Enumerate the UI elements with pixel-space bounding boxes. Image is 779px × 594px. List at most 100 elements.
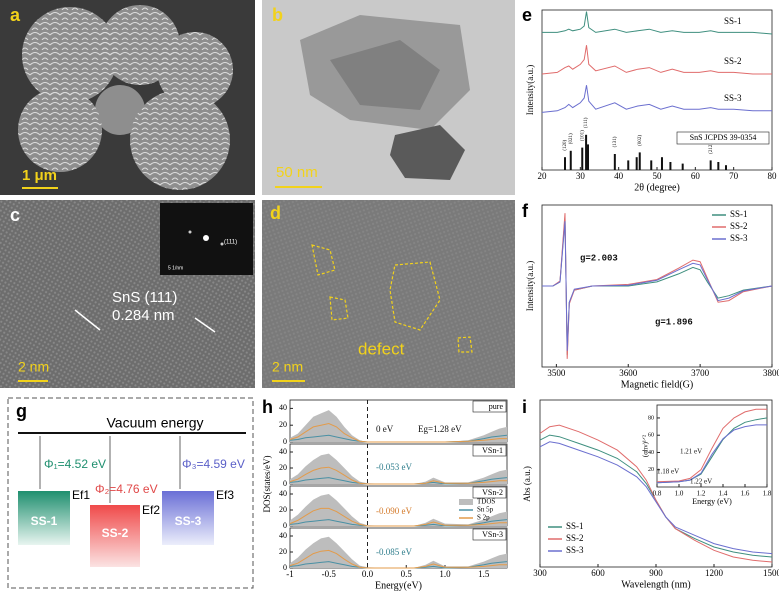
legend-label: SS-1	[566, 521, 584, 531]
x-tick-label: 1.4	[719, 490, 728, 498]
reference-bar	[725, 165, 727, 170]
line	[289, 549, 507, 569]
y-axis-label: DOS(states/eV)	[262, 456, 272, 513]
legend-swatch	[459, 499, 473, 505]
subplot-title: VSn-2	[482, 488, 503, 497]
reference-bar	[569, 150, 572, 170]
annotation: g=1.896	[655, 317, 693, 327]
x-axis-label: 2θ (degree)	[634, 182, 680, 193]
panel-label: i	[522, 397, 527, 417]
chart: 3500 3600 3700 3800 Magnetic field(G) Intensi…	[522, 201, 779, 391]
arrows	[39, 436, 181, 503]
line	[289, 507, 507, 527]
x-tick-label: 70	[729, 171, 739, 181]
reference-bar	[650, 160, 653, 170]
ss2-block	[90, 505, 140, 567]
reference-bar	[627, 160, 630, 170]
reference-label: (021)	[569, 133, 574, 144]
x-tick-label: 1.0	[675, 490, 684, 498]
annotation: 0 eV	[376, 424, 394, 434]
y-tick-label: 40	[279, 489, 287, 498]
inset-scale: 5 1/nm	[168, 265, 183, 271]
x-axis-label: Wavelength (nm)	[621, 579, 690, 590]
work-function: Φ₁=4.52 eV	[44, 457, 106, 471]
panel-label: h	[262, 397, 273, 417]
annotation: 1.21 eV	[680, 448, 702, 456]
annotation: defect	[358, 339, 405, 358]
plot-frame	[541, 204, 773, 368]
spacing: 0.284 nm	[112, 307, 175, 324]
legend-label: SS-3	[566, 545, 584, 555]
reference-bar	[581, 147, 584, 170]
reference-bar	[669, 162, 672, 170]
x-tick-label: 3600	[619, 368, 638, 378]
ss3-block	[162, 491, 214, 545]
legend-label: TDOS	[477, 498, 495, 506]
legend-label: SS-2	[566, 533, 584, 543]
reference-bar	[717, 162, 720, 170]
y-tick-label: 60	[648, 433, 654, 439]
reference-bar	[587, 144, 589, 170]
title-box	[472, 444, 507, 457]
scale-bar: 2 nm	[272, 359, 303, 375]
reference-bar	[638, 152, 641, 170]
plot-frame	[656, 404, 768, 488]
line	[539, 424, 773, 563]
annotation: Eg=1.28 eV	[418, 424, 462, 434]
y-tick-label: 40	[279, 531, 287, 540]
reference-label: (002)	[638, 135, 643, 146]
series-label: SS-1	[724, 16, 742, 26]
reference-bar	[635, 157, 638, 170]
x-axis-label: Energy (eV)	[692, 497, 732, 506]
x-axis-label: Magnetic field(G)	[621, 379, 693, 390]
annotation: -0.085 eV	[376, 547, 412, 557]
x-tick-label: 3800	[763, 368, 779, 378]
y-tick-label: 20	[648, 467, 654, 473]
x-tick-label: 0.0	[362, 569, 374, 579]
y-axis-label: Intensity(a.u.)	[525, 65, 535, 115]
reference-label: (131)	[613, 136, 618, 147]
annotation: -0.090 eV	[376, 506, 412, 516]
reference-box	[676, 131, 770, 145]
x-tick-label: 0.5	[401, 569, 413, 579]
chart: -1 -0.5 0.0 0.5 1.0 1.5 0 20 40 Energy(eV) VSn-3 -0…	[279, 527, 508, 591]
work-function: Φ₃=4.59 eV	[182, 457, 245, 471]
x-tick-label: 300	[533, 568, 547, 578]
y-tick-label: 20	[279, 420, 287, 429]
material-name: SS-2	[102, 526, 129, 540]
x-tick-label: 1.0	[439, 569, 451, 579]
panel-b: b 50 nm	[262, 0, 515, 195]
chart: 20 30 40 50 60 70 80 2θ (degree) Intensity(a.u.)…	[522, 5, 777, 194]
reference-name: SnS JCPDS 39-0354	[690, 133, 757, 142]
annotation: 1.18 eV	[657, 468, 679, 476]
panel-label: b	[272, 5, 283, 25]
plane: SnS (111)	[112, 289, 177, 306]
fermi-label: Ef1	[72, 488, 90, 502]
reference-label: (212)	[709, 143, 714, 154]
reference-bar	[585, 134, 588, 170]
line	[542, 11, 773, 35]
panel-label: f	[522, 201, 529, 221]
x-tick-label: 80	[768, 171, 778, 181]
x-tick-label: 3700	[691, 368, 710, 378]
x-tick-label: 1.5	[478, 569, 490, 579]
chart: 0.8 1.0 1.2 1.4 1.6 1.8 20 40 60 80 Energy (eV) (αh…	[642, 404, 772, 506]
scale-bar: 50 nm	[276, 164, 318, 181]
material-name: SS-1	[31, 514, 58, 528]
fermi-label: Ef3	[216, 488, 234, 502]
inset-plane: (111)	[224, 240, 237, 246]
line	[289, 422, 507, 443]
x-tick-label: 40	[614, 171, 624, 181]
panel-label: e	[522, 5, 532, 25]
y-axis-label: Intensity(a.u.)	[525, 261, 535, 311]
reference-bar	[564, 157, 566, 170]
x-tick-label: 0.8	[653, 490, 662, 498]
reference-bar	[613, 154, 616, 170]
x-tick-label: 20	[538, 171, 548, 181]
legend-label: S 2p	[477, 514, 490, 522]
line	[656, 424, 767, 484]
chart: 0 20 40 h pure 0 eV Eg=1.28 eV	[262, 397, 508, 446]
line	[539, 434, 773, 558]
